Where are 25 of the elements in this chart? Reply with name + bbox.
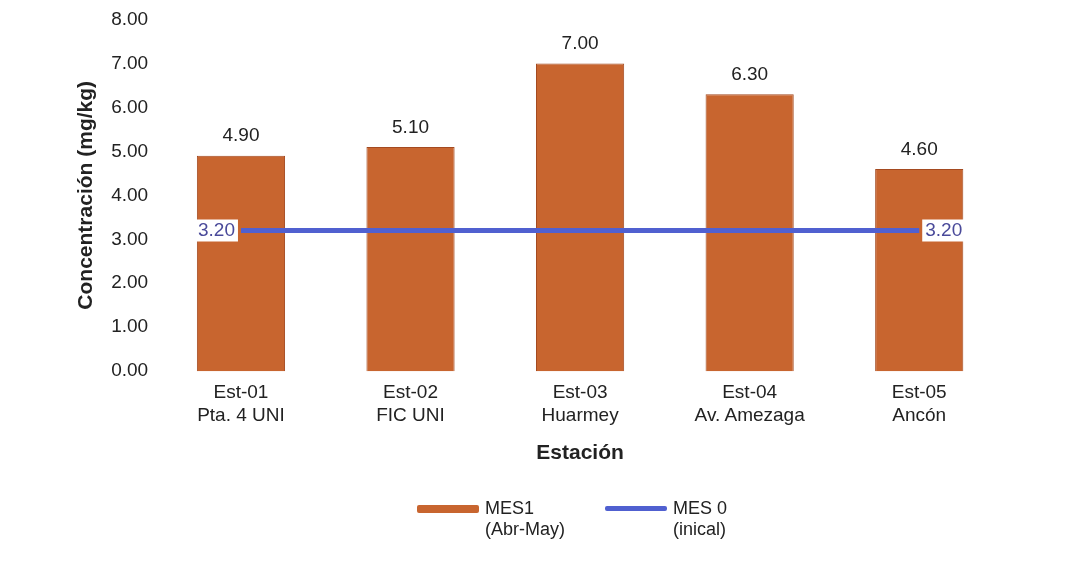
y-tick-label: 0.00 [111, 359, 149, 381]
legend-label: MES1 (Abr-May) [484, 498, 565, 540]
x-axis-title: Estación [536, 440, 624, 464]
y-axis-title: Concentración (mg/kg) [73, 80, 97, 310]
y-tick-label: 7.00 [111, 51, 149, 73]
y-tick-label: 5.00 [111, 139, 149, 161]
y-tick-label: 8.00 [111, 7, 149, 29]
data-label: 5.10 [392, 115, 430, 137]
y-tick-label: 4.00 [111, 183, 149, 205]
x-tick-label: Est-01 Pta. 4 UNI [197, 380, 285, 425]
data-label: 4.90 [222, 124, 260, 146]
x-tick-label: Est-05 Ancón [891, 380, 947, 425]
data-label: 4.60 [900, 137, 938, 159]
x-tick-label: Est-02 FIC UNI [376, 380, 445, 425]
y-tick-label: 1.00 [111, 315, 149, 337]
legend-label: MES 0 (inical) [672, 498, 728, 540]
y-tick-label: 2.00 [111, 271, 149, 293]
data-label: 3.20 [197, 218, 235, 240]
y-tick-label: 6.00 [111, 95, 149, 117]
x-tick-label: Est-03 Huarmey [541, 380, 620, 425]
data-label: 6.30 [731, 62, 769, 84]
data-label: 7.00 [561, 32, 599, 54]
x-tick-label: Est-04 Av. Amezaga [694, 380, 806, 425]
data-label: 3.20 [925, 218, 963, 240]
y-tick-label: 3.00 [111, 227, 149, 249]
